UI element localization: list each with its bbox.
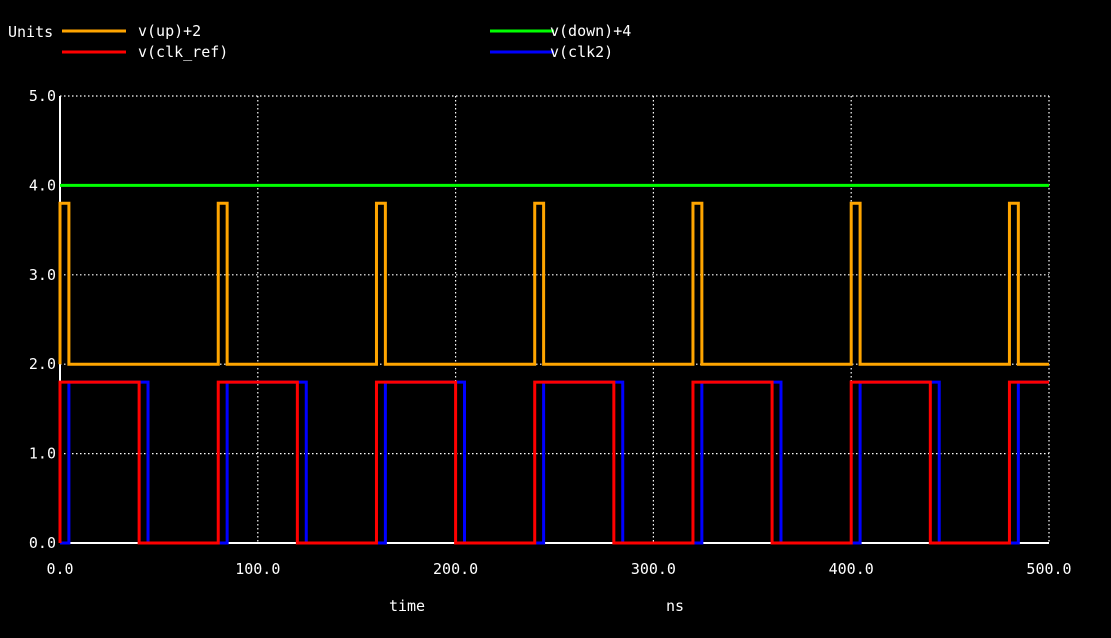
y-tick-label: 3.0	[29, 266, 56, 284]
x-tick-label: 500.0	[1026, 560, 1071, 578]
legend-label: v(clk_ref)	[138, 43, 228, 61]
y-axis-label: Units	[8, 23, 53, 41]
y-tick-label: 4.0	[29, 176, 56, 194]
y-tick-label: 5.0	[29, 87, 56, 105]
x-tick-label: 200.0	[433, 560, 478, 578]
legend-label: v(up)+2	[138, 22, 201, 40]
x-tick-label: 0.0	[46, 560, 73, 578]
series-line-clk2	[60, 380, 1049, 545]
series-line-up	[58, 201, 1049, 366]
grid	[60, 95, 1050, 543]
y-tick-label: 1.0	[29, 445, 56, 463]
y-tick-label: 0.0	[29, 534, 56, 552]
x-tick-label: 300.0	[631, 560, 676, 578]
legend: v(up)+2 v(clk_ref) v(down)+4 v(clk2)	[62, 22, 631, 61]
legend-label: v(down)+4	[550, 22, 631, 40]
x-axis-label: time	[389, 597, 425, 615]
x-tick-label: 400.0	[829, 560, 874, 578]
x-axis-unit: ns	[666, 597, 684, 615]
y-tick-label: 2.0	[29, 355, 56, 373]
x-tick-label: 100.0	[235, 560, 280, 578]
tick-labels: 0.0 100.0 200.0 300.0 400.0 500.0 0.0 1.0 2.0 3.0…	[29, 87, 1072, 578]
series-group	[58, 183, 1049, 545]
axes	[59, 96, 1049, 544]
legend-label: v(clk2)	[550, 43, 613, 61]
series-line-clk-ref	[58, 380, 1049, 545]
